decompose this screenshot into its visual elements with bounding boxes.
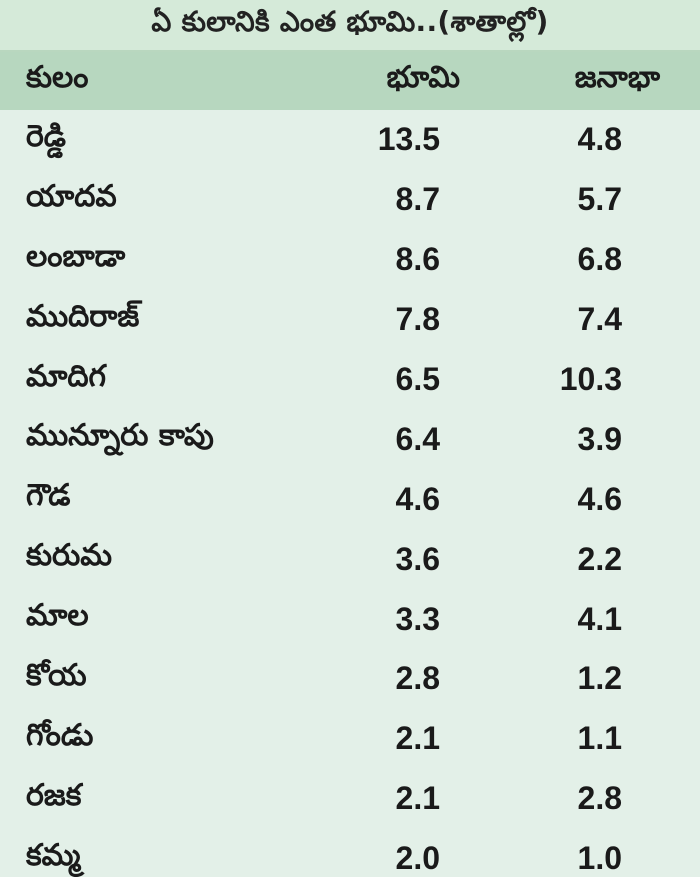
population-percent-cell: 7.4 xyxy=(577,301,622,338)
caste-name-cell: లంబాడా xyxy=(26,238,126,274)
caste-name-cell: ముదిరాజ్ xyxy=(26,298,140,334)
land-percent-cell: 6.5 xyxy=(395,361,440,397)
table-row: కమ్మ 2.0 1.0 xyxy=(0,829,700,877)
population-percent-cell: 5.7 xyxy=(577,181,622,218)
land-percent-cell: 2.0 xyxy=(395,840,440,877)
caste-name-cell: మున్నూరు కాపు xyxy=(26,418,214,454)
table-row: మాదిగ 6.5 10.3 xyxy=(0,350,700,410)
population-percent-cell: 4.1 xyxy=(577,600,622,637)
land-percent-cell: 8.7 xyxy=(395,181,440,218)
table-row: గోండు 2.1 1.1 xyxy=(0,709,700,769)
column-header-land: భూమి xyxy=(386,60,460,95)
population-percent-cell: 10.3 xyxy=(559,361,622,397)
table-row: కురుమ 3.6 2.2 xyxy=(0,529,700,589)
table-title: ఏ కులానికి ఎంత భూమి..(శాతాల్లో) xyxy=(0,0,700,52)
population-percent-cell: 6.8 xyxy=(577,241,622,278)
caste-name-cell: కోయ xyxy=(26,657,87,693)
land-percent-cell: 2.8 xyxy=(395,660,440,697)
table-row: మాల 3.3 4.1 xyxy=(0,589,700,649)
population-percent-cell: 1.1 xyxy=(577,720,622,757)
land-percent-cell: 4.6 xyxy=(395,480,440,517)
caste-name-cell: కురుమ xyxy=(26,538,112,574)
column-header-caste: కులం xyxy=(26,60,89,95)
caste-name-cell: మాదిగ xyxy=(26,358,107,394)
column-header-population: జనాభా xyxy=(574,60,660,95)
population-percent-cell: 2.8 xyxy=(577,780,622,817)
population-percent-cell: 4.8 xyxy=(577,121,622,158)
population-percent-cell: 1.0 xyxy=(577,840,622,877)
land-percent-cell: 6.4 xyxy=(395,420,440,457)
table-row: లంబాడా 8.6 6.8 xyxy=(0,230,700,290)
land-percent-cell: 3.3 xyxy=(395,600,440,637)
caste-name-cell: రెడ్డి xyxy=(26,118,66,154)
table-row: యాదవ 8.7 5.7 xyxy=(0,170,700,230)
table-row: రజక 2.1 2.8 xyxy=(0,769,700,829)
table-body: రెడ్డి 13.5 4.8 యాదవ 8.7 5.7 లంబాడా 8.6 6.8 ముదిర… xyxy=(0,110,700,877)
caste-name-cell: గౌడ xyxy=(26,478,71,514)
land-percent-cell: 8.6 xyxy=(395,241,440,278)
land-percent-cell: 7.8 xyxy=(395,301,440,338)
land-percent-cell: 3.6 xyxy=(395,540,440,577)
population-percent-cell: 1.2 xyxy=(577,660,622,697)
table-row: గౌడ 4.6 4.6 xyxy=(0,469,700,529)
table-row: కోయ 2.8 1.2 xyxy=(0,649,700,709)
table-row: మున్నూరు కాపు 6.4 3.9 xyxy=(0,409,700,469)
table-header-row: కులం భూమి జనాభా xyxy=(0,52,700,110)
land-percent-cell: 2.1 xyxy=(395,720,440,757)
population-percent-cell: 4.6 xyxy=(577,480,622,517)
table-row: రెడ్డి 13.5 4.8 xyxy=(0,110,700,170)
table-row: ముదిరాజ్ 7.8 7.4 xyxy=(0,290,700,350)
land-percent-cell: 2.1 xyxy=(395,780,440,817)
land-percent-cell: 13.5 xyxy=(377,121,440,158)
population-percent-cell: 3.9 xyxy=(577,420,622,457)
caste-name-cell: కమ్మ xyxy=(26,837,81,873)
caste-name-cell: గోండు xyxy=(26,717,94,753)
caste-name-cell: రజక xyxy=(26,777,82,813)
caste-name-cell: యాదవ xyxy=(26,178,117,214)
caste-name-cell: మాల xyxy=(26,598,89,634)
population-percent-cell: 2.2 xyxy=(577,540,622,577)
